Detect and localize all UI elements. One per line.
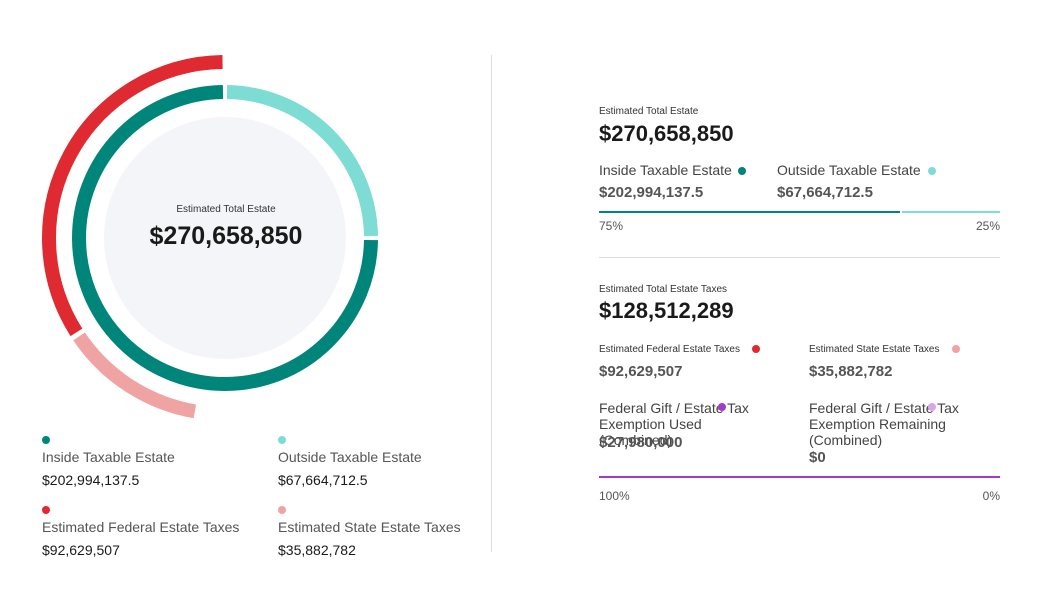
gift-used-value: $27,980,000: [599, 434, 683, 451]
donut-chart: [42, 55, 378, 419]
legend-label: Outside Taxable Estate: [278, 449, 422, 465]
legend-value: $92,629,507: [42, 542, 120, 558]
estate-outside-bar: [902, 211, 1000, 213]
estate-total-label: Estimated Total Estate: [599, 106, 699, 117]
legend-label: Inside Taxable Estate: [42, 449, 175, 465]
legend-dot-icon: [278, 506, 286, 514]
gift-remaining-dot-icon: [928, 403, 936, 411]
legend-dot-icon: [42, 436, 50, 444]
gift-used-label: Federal Gift / Estate Tax Exemption Used…: [599, 400, 749, 448]
outside-percent: 25%: [975, 219, 1000, 233]
state-dot-icon: [952, 345, 960, 353]
taxes-total-label: Estimated Total Estate Taxes: [599, 284, 728, 295]
federal-label: Estimated Federal Estate Taxes: [599, 344, 740, 355]
outside-dot-icon: [928, 167, 936, 175]
ring-2-slice-2: [73, 332, 197, 419]
taxes-total-value: $128,512,289: [599, 298, 734, 323]
legend-value: $67,664,712.5: [278, 472, 368, 488]
legend-label: Estimated Federal Estate Taxes: [42, 519, 240, 535]
inside-dot-icon: [738, 167, 746, 175]
estate-total-value: $270,658,850: [599, 121, 734, 146]
ring-1-slice-2: [72, 85, 378, 391]
gift-used-bar: [599, 476, 1000, 478]
state-label: Estimated State Estate Taxes: [809, 344, 940, 355]
inside-value: $202,994,137.5: [599, 184, 704, 201]
state-value: $35,882,782: [809, 363, 893, 380]
gift-remaining-label: Federal Gift / Estate Tax Exemption Rema…: [809, 400, 959, 448]
used-percent: 100%: [599, 489, 630, 503]
inside-label: Inside Taxable Estate: [599, 162, 732, 178]
outside-label: Outside Taxable Estate: [777, 162, 921, 178]
federal-dot-icon: [752, 345, 760, 353]
ring-2-slice-1: [42, 55, 223, 337]
center-disc: [104, 117, 346, 359]
legend-value: $35,882,782: [278, 542, 356, 558]
center-label: Estimated Total Estate: [176, 204, 276, 215]
gift-used-dot-icon: [718, 403, 726, 411]
legend-dot-icon: [42, 506, 50, 514]
horizontal-divider: [599, 257, 1000, 258]
ring-1-slice-1: [226, 85, 378, 237]
remaining-percent: 0%: [982, 489, 1000, 503]
estate-inside-bar: [599, 211, 900, 213]
outside-value: $67,664,712.5: [777, 184, 873, 201]
legend-label: Estimated State Estate Taxes: [278, 519, 461, 535]
center-value: $270,658,850: [149, 222, 303, 250]
gift-remaining-value: $0: [809, 449, 826, 466]
vertical-divider: [491, 55, 492, 552]
legend-value: $202,994,137.5: [42, 472, 140, 488]
legend-dot-icon: [278, 436, 286, 444]
inside-percent: 75%: [599, 219, 624, 233]
federal-value: $92,629,507: [599, 363, 683, 380]
